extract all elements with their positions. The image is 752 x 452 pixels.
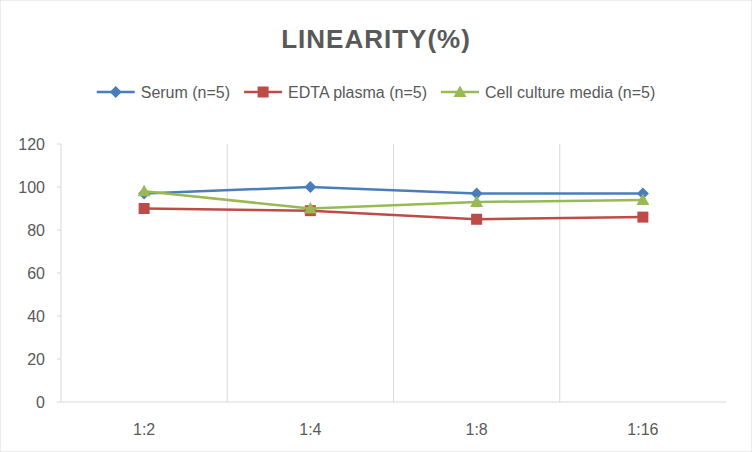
legend-label: Serum (n=5) [141,84,230,101]
background [0,0,752,452]
point [304,181,316,193]
x-tick-label: 1:8 [466,421,488,438]
legend-label: Cell culture media (n=5) [485,84,655,101]
y-tick [57,359,61,360]
legend-marker [258,87,269,98]
title: LINEARITY(%) [281,24,471,54]
y-tick-label: 40 [27,308,45,325]
legend-label: EDTA plasma (n=5) [288,84,427,101]
y-tick-label: 60 [27,265,45,282]
point [470,196,483,208]
y-tick [57,144,61,145]
series-line [144,187,643,193]
y-tick [57,273,61,274]
grid-line [393,144,394,402]
y-tick-label: 80 [27,222,45,239]
chart: LINEARITY(%) 0 20 40 60 80 100 120 1:2 1:4 1:8 1:16… [0,0,752,452]
point [637,212,648,223]
y-tick [57,187,61,188]
y-tick [57,316,61,317]
legend: Serum (n=5) EDTA plasma (n=5) Cell culture… [97,84,656,101]
series-line [144,191,643,208]
x-tick-label: 1:2 [133,421,155,438]
legend-marker [453,86,466,98]
x-axis [61,402,726,403]
y-tick [57,230,61,231]
grid-line [559,144,560,402]
x-tick-label: 1:16 [627,421,658,438]
y-tick-label: 120 [18,136,45,153]
y-tick-label: 0 [36,394,45,411]
plot-area [138,181,650,225]
point [471,214,482,225]
legend-marker [110,86,122,98]
y-tick-label: 100 [18,179,45,196]
point [636,193,649,205]
x-tick-label: 1:4 [299,421,321,438]
series-line [144,209,643,220]
y-tick [57,402,61,403]
y-tick-label: 20 [27,351,45,368]
point [139,203,150,214]
grid-line [227,144,228,402]
point [304,202,317,214]
point [138,185,151,197]
